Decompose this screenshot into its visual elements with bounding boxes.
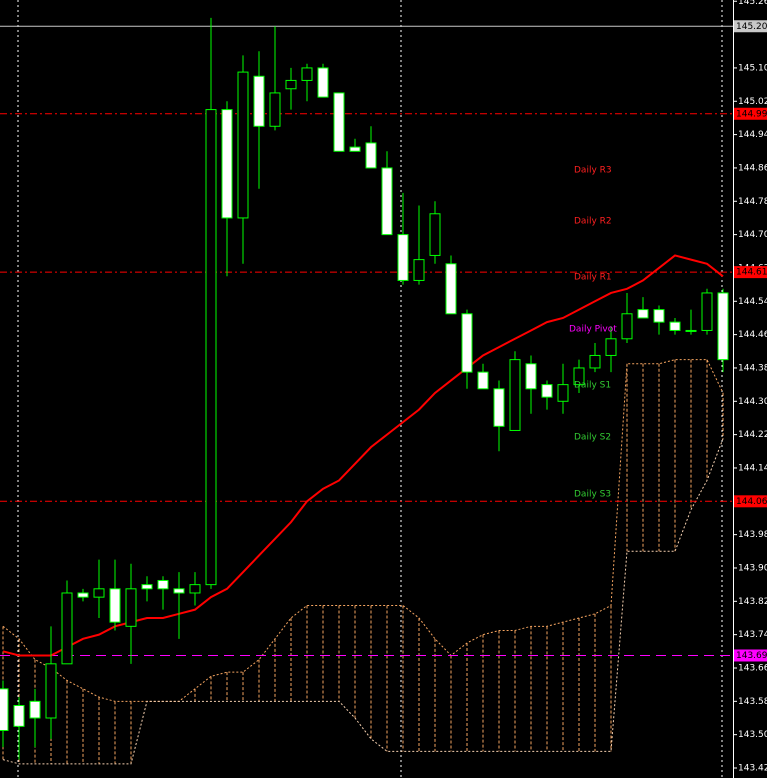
- price-level-label: 143.69: [736, 651, 767, 661]
- price-level-box: [734, 649, 767, 662]
- candle-body: [317, 67, 329, 98]
- y-tick-label: 145.26: [738, 0, 767, 7]
- y-tick-label: 144.22: [738, 430, 767, 440]
- pivot-label: Daily R1: [574, 273, 612, 283]
- y-tick-label: 143.42: [738, 763, 767, 773]
- candle-body: [253, 75, 265, 127]
- y-tick-label: 143.98: [738, 530, 767, 540]
- candle-body: [0, 688, 9, 731]
- y-tick-label: 144.78: [738, 197, 767, 207]
- pivot-label: Daily S2: [574, 433, 611, 443]
- y-tick-label: 143.58: [738, 697, 767, 707]
- y-tick-label: 143.50: [738, 730, 767, 740]
- price-level-box: [734, 495, 767, 508]
- candle-body: [365, 142, 377, 169]
- candle-body: [189, 584, 201, 594]
- y-tick-label: 145.10: [738, 63, 767, 73]
- price-level-box: [734, 107, 767, 120]
- candle-body: [589, 354, 601, 369]
- candle-body: [205, 109, 217, 586]
- pivot-label: Daily S3: [574, 490, 611, 500]
- candle-body: [429, 213, 441, 256]
- candle-body: [461, 313, 473, 373]
- candle-body: [397, 234, 409, 281]
- y-tick-label: 145.02: [738, 97, 767, 107]
- candle-body: [29, 700, 41, 719]
- candle-body: [637, 309, 649, 319]
- candle-body: [333, 92, 345, 152]
- candle-body: [573, 367, 585, 386]
- candle-body: [269, 92, 281, 127]
- candle-body: [221, 109, 233, 219]
- candle-body: [301, 67, 313, 81]
- price-level-label: 145.20: [736, 22, 767, 32]
- candle-body: [541, 384, 553, 398]
- moving-average: [2, 254, 724, 657]
- cloud-span-b: [2, 438, 724, 765]
- candle-body: [285, 79, 297, 90]
- pivot-label: Daily Pivot: [569, 325, 617, 335]
- candle-body: [61, 592, 73, 665]
- price-level-label: 144.06: [736, 497, 767, 507]
- candle-body: [653, 309, 665, 323]
- y-tick-label: 144.38: [738, 363, 767, 373]
- candle-body: [141, 584, 153, 590]
- cloud-span-a: [2, 359, 724, 702]
- candle-body: [445, 263, 457, 315]
- pivot-label: Daily R3: [574, 166, 612, 176]
- candle-body: [621, 313, 633, 340]
- candle-body: [13, 704, 25, 727]
- y-tick-label: 144.94: [738, 130, 767, 140]
- y-tick-label: 143.90: [738, 563, 767, 573]
- candle-body: [509, 359, 521, 431]
- price-level-label: 144.61: [736, 268, 767, 278]
- y-tick-label: 144.70: [738, 230, 767, 240]
- candle-body: [477, 371, 489, 390]
- candle-body: [493, 388, 505, 427]
- candle-body: [381, 167, 393, 236]
- y-tick-label: 143.66: [738, 663, 767, 673]
- candle-body: [701, 292, 713, 331]
- candle-body: [669, 321, 681, 331]
- y-tick-label: 144.54: [738, 297, 767, 307]
- candle-body: [109, 588, 121, 623]
- price-level-box: [734, 20, 767, 33]
- candle-body: [125, 588, 137, 627]
- candle-body: [173, 588, 185, 594]
- price-level-box: [734, 266, 767, 279]
- y-tick-label: 143.82: [738, 597, 767, 607]
- y-tick-label: 144.30: [738, 397, 767, 407]
- y-tick-label: 144.46: [738, 330, 767, 340]
- candle-body: [349, 146, 361, 152]
- pivot-label: Daily R2: [574, 217, 612, 227]
- price-level-label: 144.99: [736, 109, 767, 119]
- candle-body: [717, 292, 729, 361]
- candle-body: [237, 71, 249, 219]
- candle-body: [605, 338, 617, 356]
- candle-body: [557, 384, 569, 402]
- y-tick-label: 143.74: [738, 630, 767, 640]
- candle-body: [157, 579, 169, 590]
- candle-body: [525, 363, 537, 390]
- y-tick-label: 144.14: [738, 463, 767, 473]
- candle-body: [413, 259, 425, 281]
- candle-body: [45, 663, 57, 719]
- pivot-label: Daily S1: [574, 381, 611, 391]
- candle-body: [77, 592, 89, 598]
- y-tick-label: 144.86: [738, 163, 767, 173]
- candle-body: [685, 329, 697, 332]
- candle-body: [93, 588, 105, 598]
